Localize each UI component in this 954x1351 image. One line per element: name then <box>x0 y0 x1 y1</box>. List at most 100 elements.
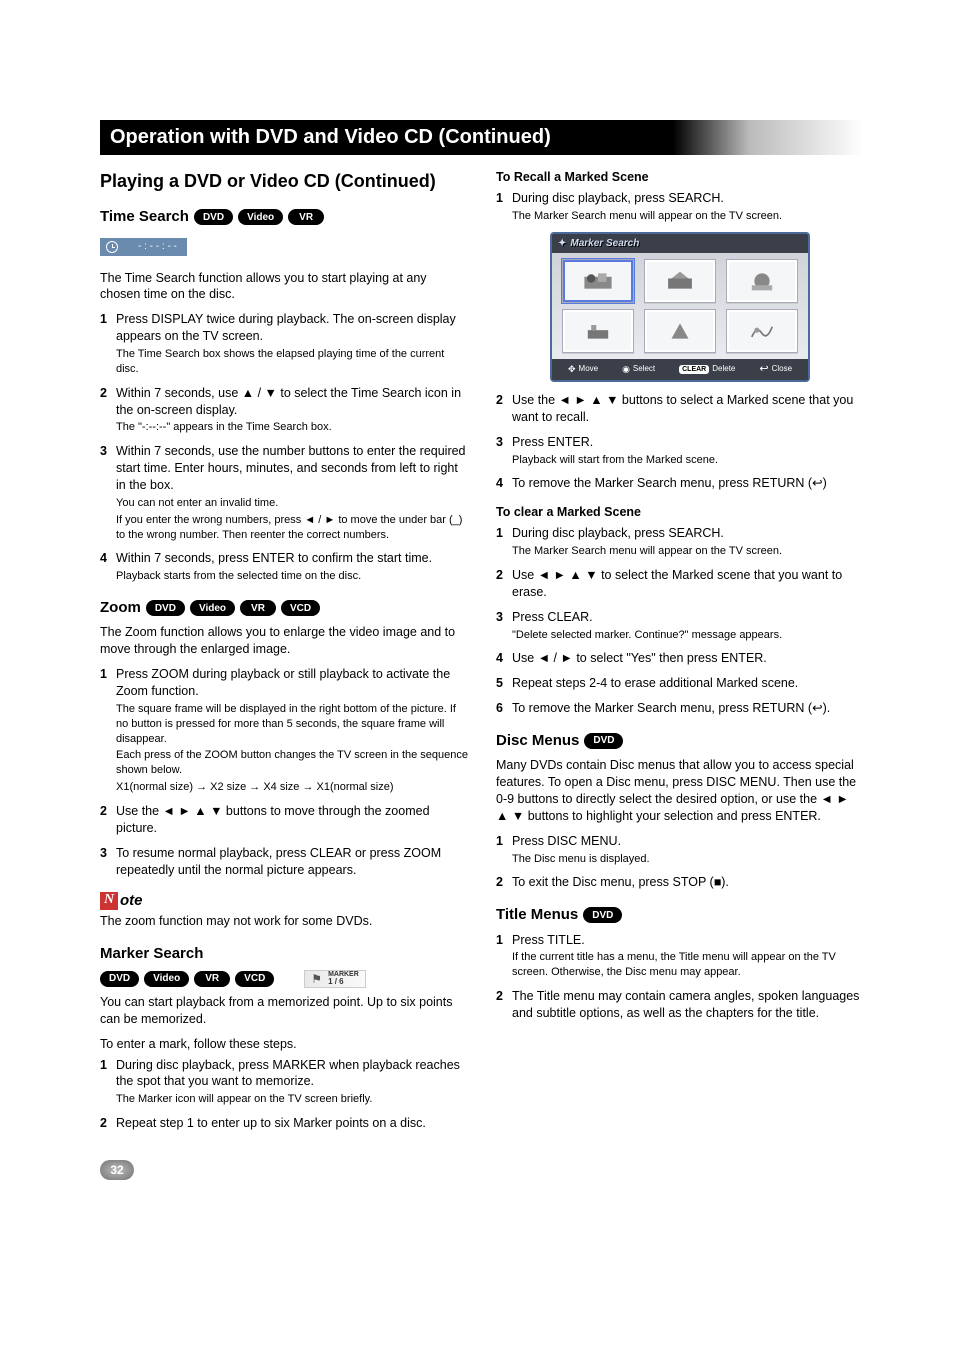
step-text: Use ◄ ► ▲ ▼ to select the Marked scene t… <box>512 568 842 599</box>
tag-dvd: DVD <box>584 733 623 749</box>
note-tail: ote <box>120 891 143 911</box>
step-text: Use ◄ / ► to select "Yes" then press ENT… <box>512 651 767 665</box>
step-text: Use the ◄ ► ▲ ▼ buttons to select a Mark… <box>512 393 853 424</box>
marker-search-label: Marker Search <box>100 944 203 964</box>
osd-thumbnail[interactable] <box>644 259 716 303</box>
playing-title: Playing a DVD or Video CD (Continued) <box>100 169 468 193</box>
step-text: To remove the Marker Search menu, press … <box>512 476 827 490</box>
tag-vr: VR <box>240 600 276 616</box>
zoom-heading: Zoom DVD Video VR VCD <box>100 598 468 618</box>
step-text: Use the ◄ ► ▲ ▼ buttons to move through … <box>116 804 430 835</box>
tag-vcd: VCD <box>281 600 320 616</box>
marker-search-osd-panel: ✦ Marker Search ✥Move ◉Select CLEARDelet… <box>550 232 810 382</box>
step-fine: The Time Search box shows the elapsed pl… <box>116 347 468 377</box>
osd-thumbnail[interactable] <box>562 309 634 353</box>
step: Press ZOOM during playback or still play… <box>100 666 468 795</box>
step: Use ◄ / ► to select "Yes" then press ENT… <box>496 650 864 667</box>
step: Press ENTER. Playback will start from th… <box>496 434 864 468</box>
step: Use ◄ ► ▲ ▼ to select the Marked scene t… <box>496 567 864 601</box>
osd-thumbnail[interactable] <box>562 259 634 303</box>
note-n-icon: N <box>100 892 118 910</box>
time-search-intro: The Time Search function allows you to s… <box>100 270 468 304</box>
step: Press DISPLAY twice during playback. The… <box>100 311 468 376</box>
zoom-steps: Press ZOOM during playback or still play… <box>100 666 468 878</box>
clear-steps: During disc playback, press SEARCH. The … <box>496 525 864 717</box>
step-fine: The Marker icon will appear on the TV sc… <box>116 1092 468 1107</box>
step: Use the ◄ ► ▲ ▼ buttons to move through … <box>100 803 468 837</box>
step: During disc playback, press MARKER when … <box>100 1057 468 1108</box>
marker-counter-strip: ⚑ MARKER 1 / 6 <box>304 970 366 988</box>
step: Press CLEAR. "Delete selected marker. Co… <box>496 609 864 643</box>
tag-dvd: DVD <box>583 907 622 923</box>
title-menus-steps: Press TITLE. If the current title has a … <box>496 932 864 1022</box>
step-fine: If the current title has a menu, the Tit… <box>512 950 864 980</box>
step: Within 7 seconds, press ENTER to confirm… <box>100 550 468 584</box>
marker-steps: During disc playback, press MARKER when … <box>100 1057 468 1132</box>
recall-title: To Recall a Marked Scene <box>496 169 864 186</box>
clock-icon <box>106 241 118 253</box>
step: To remove the Marker Search menu, press … <box>496 700 864 717</box>
time-search-steps: Press DISPLAY twice during playback. The… <box>100 311 468 584</box>
step-text: Press DISC MENU. <box>512 834 621 848</box>
step-text: Within 7 seconds, press ENTER to confirm… <box>116 551 432 565</box>
disc-menus-steps: Press DISC MENU. The Disc menu is displa… <box>496 833 864 892</box>
osd-thumbnail[interactable] <box>644 309 716 353</box>
osd-thumbnail-grid <box>552 253 808 359</box>
tag-dvd: DVD <box>194 209 233 225</box>
page-number-badge: 32 <box>100 1160 134 1180</box>
step-fine: The "-:--:--" appears in the Time Search… <box>116 420 468 435</box>
disc-menus-label: Disc Menus <box>496 731 579 751</box>
enter-icon: ◉ <box>622 363 630 375</box>
step: Use the ◄ ► ▲ ▼ buttons to select a Mark… <box>496 392 864 426</box>
step-text: To resume normal playback, press CLEAR o… <box>116 846 441 877</box>
step-text: Within 7 seconds, use ▲ / ▼ to select th… <box>116 386 461 417</box>
step-text: Press TITLE. <box>512 933 585 947</box>
tag-dvd: DVD <box>146 600 185 616</box>
marker-strip-fraction: 1 / 6 <box>328 977 344 986</box>
tag-vcd: VCD <box>235 971 274 987</box>
clear-title: To clear a Marked Scene <box>496 504 864 521</box>
step-fine: Each press of the ZOOM button changes th… <box>116 748 468 778</box>
dpad-icon: ✥ <box>568 363 576 375</box>
zoom-label: Zoom <box>100 598 141 618</box>
step: Press TITLE. If the current title has a … <box>496 932 864 981</box>
title-menus-heading: Title Menus DVD <box>496 905 864 925</box>
right-column: To Recall a Marked Scene During disc pla… <box>496 169 864 1180</box>
osd-thumbnail[interactable] <box>726 259 798 303</box>
step: To remove the Marker Search menu, press … <box>496 475 864 492</box>
marker-tag-row: DVD Video VR VCD ⚑ MARKER 1 / 6 <box>100 970 468 988</box>
step-text: Press DISPLAY twice during playback. The… <box>116 312 456 343</box>
step-fine: "Delete selected marker. Continue?" mess… <box>512 628 864 643</box>
tag-vr: VR <box>288 209 324 225</box>
step-fine: The Disc menu is displayed. <box>512 852 864 867</box>
step-fine: You can not enter an invalid time. <box>116 496 468 511</box>
step: Repeat steps 2-4 to erase additional Mar… <box>496 675 864 692</box>
marker-search-heading: Marker Search <box>100 944 468 964</box>
page-banner: Operation with DVD and Video CD (Continu… <box>100 120 864 155</box>
tag-video: Video <box>238 209 283 225</box>
step-fine: If you enter the wrong numbers, press ◄ … <box>116 513 468 543</box>
note-body: The zoom function may not work for some … <box>100 913 468 930</box>
step-text: To exit the Disc menu, press STOP (■). <box>512 875 729 889</box>
step: During disc playback, press SEARCH. The … <box>496 525 864 559</box>
clear-pill-icon: CLEAR <box>679 365 709 374</box>
osd-thumbnail[interactable] <box>726 309 798 353</box>
osd-delete-hint: CLEARDelete <box>679 364 735 375</box>
step: Within 7 seconds, use the number buttons… <box>100 443 468 542</box>
time-search-osd-box: - : - - : - - <box>100 238 187 256</box>
osd-title-text: Marker Search <box>570 237 639 251</box>
step-text: Repeat step 1 to enter up to six Marker … <box>116 1116 426 1130</box>
disc-menus-intro: Many DVDs contain Disc menus that allow … <box>496 757 864 825</box>
osd-footer: ✥Move ◉Select CLEARDelete ↩Close <box>552 359 808 380</box>
step-fine: Playback starts from the selected time o… <box>116 569 468 584</box>
zoom-intro: The Zoom function allows you to enlarge … <box>100 624 468 658</box>
step-fine: The Marker Search menu will appear on th… <box>512 209 864 224</box>
disc-menus-heading: Disc Menus DVD <box>496 731 864 751</box>
recall-steps-cont: Use the ◄ ► ▲ ▼ buttons to select a Mark… <box>496 392 864 492</box>
time-search-heading: Time Search DVD Video VR <box>100 207 468 227</box>
time-search-value: - : - - : - - <box>138 240 177 254</box>
step-text: To remove the Marker Search menu, press … <box>512 701 830 715</box>
step-fine: X1(normal size) → X2 size → X4 size → X1… <box>116 780 468 795</box>
tag-dvd: DVD <box>100 971 139 987</box>
osd-spin-icon: ✦ <box>558 237 566 251</box>
